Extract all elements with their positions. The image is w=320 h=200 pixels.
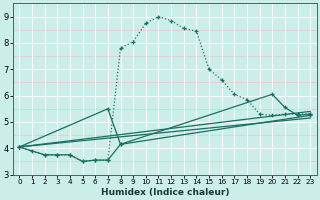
X-axis label: Humidex (Indice chaleur): Humidex (Indice chaleur) (100, 188, 229, 197)
